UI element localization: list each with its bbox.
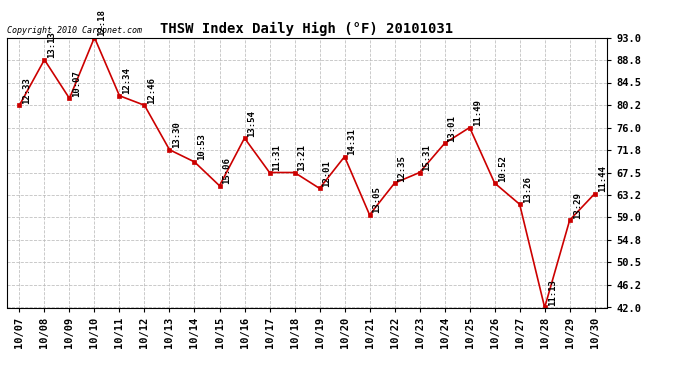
Text: 13:01: 13:01: [448, 115, 457, 142]
Text: 13:30: 13:30: [172, 121, 181, 148]
Text: 13:13: 13:13: [48, 31, 57, 58]
Text: 13:54: 13:54: [248, 110, 257, 136]
Text: 14:31: 14:31: [348, 128, 357, 155]
Text: 12:18: 12:18: [97, 9, 106, 36]
Text: 12:33: 12:33: [22, 77, 32, 104]
Text: 12:01: 12:01: [322, 160, 332, 187]
Text: 11:13: 11:13: [548, 279, 557, 306]
Title: THSW Index Daily High (°F) 20101031: THSW Index Daily High (°F) 20101031: [161, 22, 453, 36]
Text: 13:29: 13:29: [573, 192, 582, 219]
Text: 11:31: 11:31: [273, 144, 282, 171]
Text: 13:26: 13:26: [522, 176, 532, 203]
Text: 10:07: 10:07: [72, 70, 81, 97]
Text: 11:44: 11:44: [598, 165, 607, 192]
Text: 13:21: 13:21: [297, 144, 306, 171]
Text: 12:34: 12:34: [122, 67, 132, 94]
Text: 15:06: 15:06: [222, 157, 232, 184]
Text: 13:05: 13:05: [373, 186, 382, 213]
Text: Copyright 2010 Cardonet.com: Copyright 2010 Cardonet.com: [7, 26, 142, 35]
Text: 12:46: 12:46: [148, 77, 157, 104]
Text: 10:53: 10:53: [197, 134, 206, 160]
Text: 11:49: 11:49: [473, 99, 482, 126]
Text: 12:35: 12:35: [397, 154, 406, 182]
Text: 10:52: 10:52: [497, 154, 506, 182]
Text: 15:31: 15:31: [422, 144, 432, 171]
